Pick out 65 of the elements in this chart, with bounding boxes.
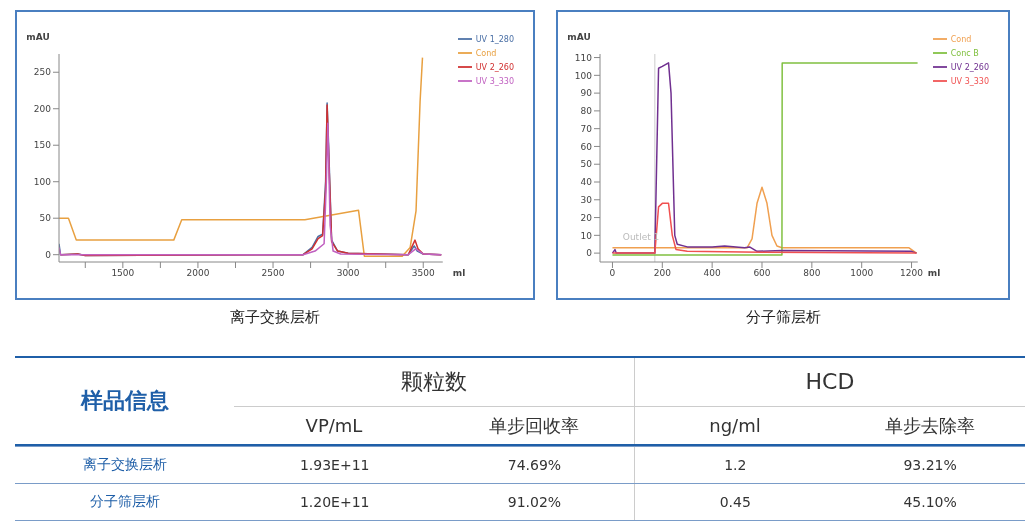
x-tick-label: 600 (753, 268, 771, 279)
y-tick-label: 100 (574, 70, 593, 81)
y-tick-label: 0 (45, 249, 52, 260)
legend-label: UV 3_330 (475, 76, 514, 86)
y-tick-label: 200 (33, 103, 52, 114)
y-tick-label: 250 (33, 67, 52, 78)
y-tick-label: 60 (580, 141, 593, 152)
legend-label: Conc B (950, 48, 979, 58)
text: 单步去除率 (884, 414, 976, 438)
x-tick-label: 3000 (336, 268, 360, 279)
text: 分子筛层析 (744, 308, 822, 327)
x-tick-label: 0 (609, 268, 616, 279)
text: 分子筛层析 (88, 493, 161, 511)
x-tick-label: 1500 (111, 268, 135, 279)
y-tick-label: 80 (580, 106, 593, 117)
x-tick-label: 200 (653, 268, 672, 279)
x-tick-label: 800 (803, 268, 821, 279)
x-tick-label: 2500 (261, 268, 285, 279)
legend-label: UV 2_260 (475, 62, 514, 72)
x-tick-label: 3500 (411, 268, 435, 279)
x-tick-label: 2000 (186, 268, 210, 279)
text: 离子交换层析 (81, 456, 168, 474)
x-tick-label: 1000 (850, 268, 874, 279)
y-axis-title: mAU (26, 32, 50, 42)
line-series (611, 202, 918, 254)
text: HCD (634, 358, 1025, 406)
text: VP/mL (304, 414, 364, 438)
text: 离子交换层析 (229, 308, 321, 327)
text: 1.20E+11 (298, 493, 371, 512)
y-tick-label: 0 (586, 248, 593, 259)
text: 0.45 (634, 484, 836, 520)
x-tick-label: 1200 (900, 268, 924, 279)
legend-label: Cond (950, 34, 972, 44)
y-tick-label: 50 (580, 159, 593, 170)
y-axis-title: mAU (567, 32, 591, 42)
y-tick-label: 110 (574, 52, 593, 63)
y-tick-label: 100 (33, 176, 52, 187)
x-axis-title: ml (452, 268, 466, 279)
y-tick-label: 40 (580, 177, 593, 188)
y-tick-label: 90 (580, 88, 593, 99)
text: 91.02% (506, 493, 563, 512)
line-series (59, 56, 424, 257)
y-tick-label: 20 (580, 212, 593, 223)
text: 单步回收率 (488, 414, 580, 438)
text: 45.10% (902, 493, 958, 512)
legend-label: UV 2_260 (950, 62, 989, 72)
y-tick-label: 30 (580, 194, 593, 205)
legend-label: UV 1_280 (475, 34, 514, 44)
text: 1.2 (634, 447, 836, 483)
text: 样品信息 (79, 387, 170, 415)
ref-line-label: Outlet 1 (622, 232, 660, 242)
line-series (611, 186, 918, 254)
text: 1.93E+11 (298, 456, 371, 475)
y-tick-label: 10 (580, 230, 593, 241)
legend-label: Cond (475, 48, 497, 58)
x-axis-title: ml (927, 268, 941, 279)
y-tick-label: 50 (39, 213, 52, 224)
y-tick-label: 70 (580, 123, 593, 134)
x-tick-label: 400 (703, 268, 722, 279)
text: ng/ml (634, 407, 835, 444)
text: 93.21% (902, 456, 958, 475)
y-tick-label: 150 (33, 140, 52, 151)
legend-label: UV 3_330 (950, 76, 989, 86)
text: 74.69% (506, 456, 563, 475)
text: 颗粒数 (400, 368, 468, 396)
